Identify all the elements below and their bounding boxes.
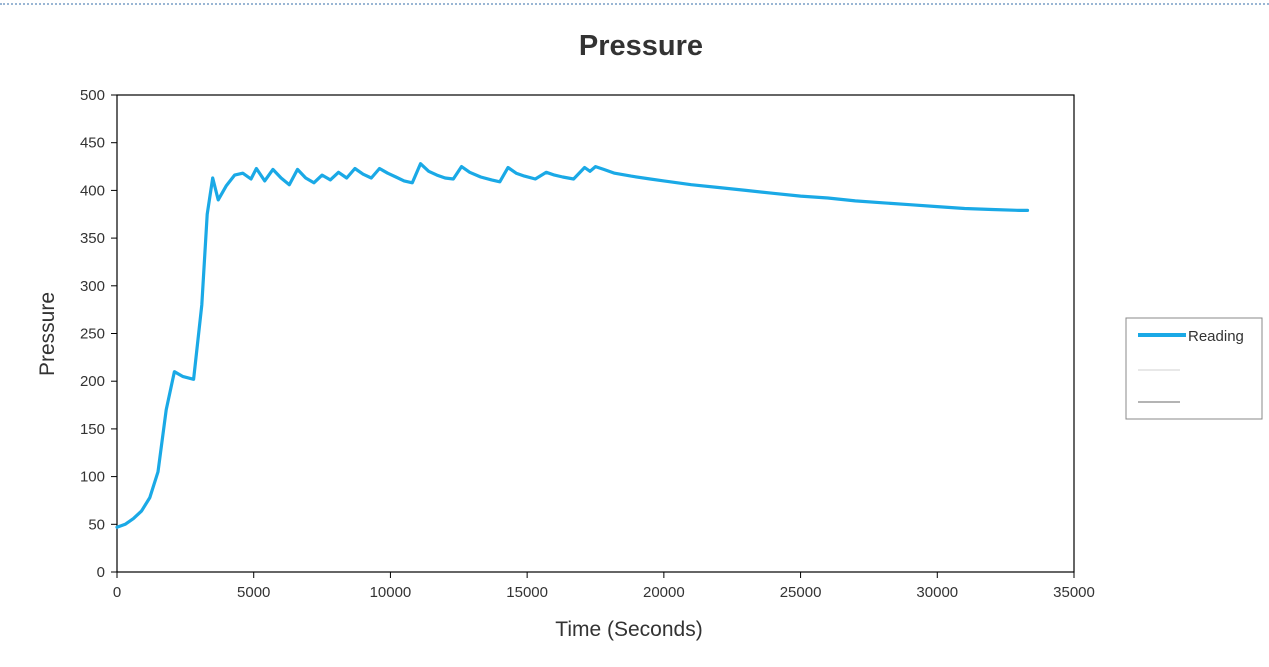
x-tick-label: 5000 bbox=[237, 584, 270, 601]
legend-label-reading: Reading bbox=[1188, 328, 1244, 345]
y-axis: 0 50 100 150 200 250 300 350 400 450 500 bbox=[80, 87, 117, 581]
x-tick-label: 30000 bbox=[916, 584, 958, 601]
y-tick-label: 300 bbox=[80, 278, 105, 295]
y-tick-label: 500 bbox=[80, 87, 105, 104]
y-tick-label: 400 bbox=[80, 182, 105, 199]
series-group bbox=[115, 162, 1030, 529]
series-line-reading bbox=[115, 162, 1030, 529]
x-axis: 0 5000 10000 15000 20000 25000 30000 35000 bbox=[113, 572, 1095, 601]
x-axis-label: Time (Seconds) bbox=[555, 618, 702, 641]
x-tick-label: 15000 bbox=[506, 584, 548, 601]
legend: Reading bbox=[1125, 317, 1263, 420]
x-tick-label: 25000 bbox=[780, 584, 822, 601]
x-tick-label: 0 bbox=[113, 584, 121, 601]
y-tick-label: 50 bbox=[88, 516, 105, 533]
y-tick-label: 200 bbox=[80, 373, 105, 390]
y-tick-label: 100 bbox=[80, 469, 105, 486]
x-tick-label: 20000 bbox=[643, 584, 685, 601]
y-tick-label: 0 bbox=[97, 564, 105, 581]
x-tick-label: 35000 bbox=[1053, 584, 1095, 601]
y-tick-label: 450 bbox=[80, 135, 105, 152]
y-tick-label: 350 bbox=[80, 230, 105, 247]
top-dotted-rule bbox=[0, 3, 1269, 5]
y-tick-label: 150 bbox=[80, 421, 105, 438]
chart-title: Pressure bbox=[579, 30, 703, 62]
y-axis-label: Pressure bbox=[36, 292, 59, 376]
y-tick-label: 250 bbox=[80, 326, 105, 343]
x-tick-label: 10000 bbox=[370, 584, 412, 601]
